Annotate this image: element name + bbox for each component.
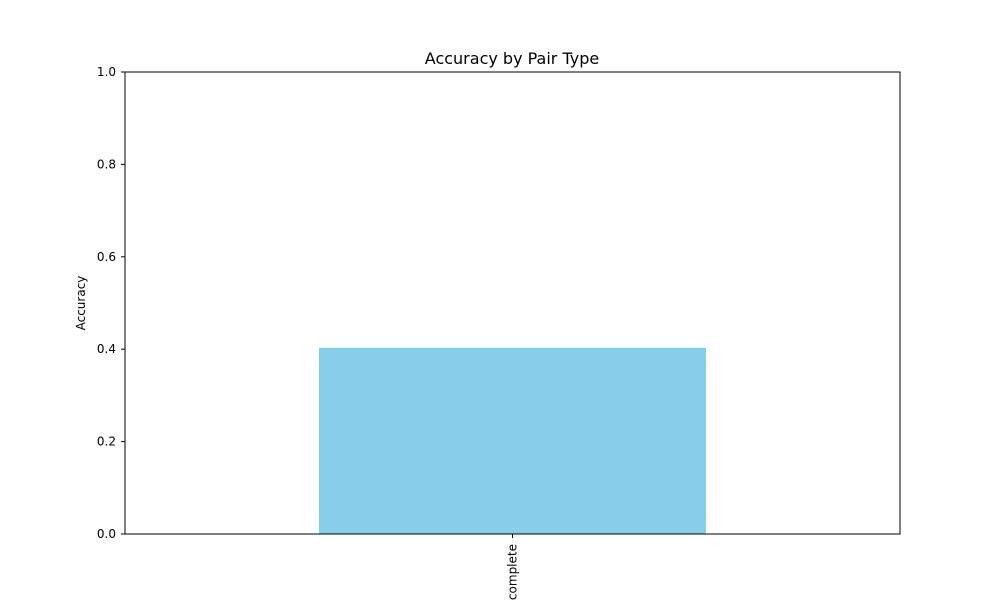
x-axis: complete <box>506 534 520 600</box>
x-tick-label: complete <box>506 544 520 600</box>
y-tick-label: 0.2 <box>97 435 116 449</box>
y-tick-label: 1.0 <box>97 65 116 79</box>
y-axis: 0.0 0.2 0.4 0.6 0.8 1.0 <box>97 65 125 541</box>
bars-group <box>319 347 706 534</box>
y-tick-label: 0.6 <box>97 250 116 264</box>
chart-title: Accuracy by Pair Type <box>425 49 599 68</box>
y-axis-label: Accuracy <box>74 276 88 331</box>
bar-complete <box>319 347 706 534</box>
y-tick-label: 0.8 <box>97 157 116 171</box>
plot-frame <box>124 71 901 535</box>
y-tick-label: 0.0 <box>97 527 116 541</box>
y-tick-label: 0.4 <box>97 342 116 356</box>
